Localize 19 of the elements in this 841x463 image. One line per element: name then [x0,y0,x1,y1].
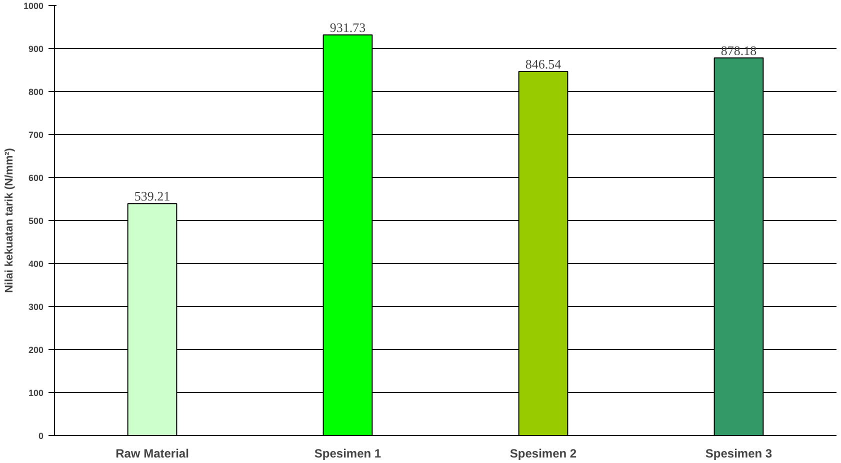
y-tick-label: 300 [28,302,44,312]
y-tick-label: 900 [28,44,44,54]
x-tick-label: Spesimen 3 [705,446,772,460]
y-axis-title: Nilai kekuatan tarik (N/mm²) [3,148,16,293]
data-label: 539.21 [134,188,170,204]
y-tick-label: 0 [38,431,44,441]
x-tick-label: Spesimen 1 [314,446,382,460]
y-tick-label: 700 [28,130,44,140]
x-tick-label: Spesimen 2 [510,446,577,460]
y-tick-label: 1000 [23,1,44,11]
y-tick-label: 500 [28,216,44,226]
y-tick-label: 600 [28,173,44,183]
y-tick-label: 200 [28,345,44,355]
data-label: 846.54 [525,56,562,72]
x-tick-label: Raw Material [116,446,189,460]
y-tick-label: 100 [28,388,44,398]
data-label: 931.73 [330,20,366,35]
y-tick-label: 800 [28,87,44,97]
y-tick-label: 400 [28,259,44,269]
